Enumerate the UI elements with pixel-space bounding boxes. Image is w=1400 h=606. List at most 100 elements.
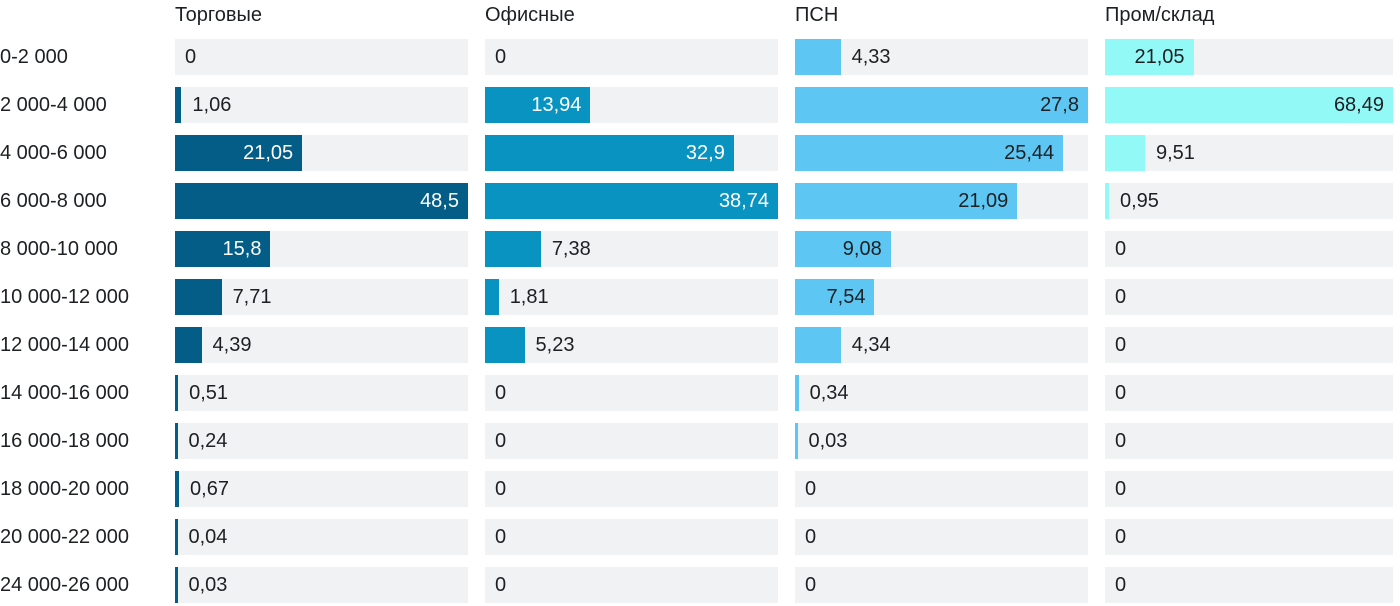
- bar-track: 0: [485, 423, 778, 459]
- bar-value: 7,38: [551, 238, 591, 260]
- bar-value: 48,5: [420, 190, 459, 212]
- bar: [485, 279, 499, 315]
- bar: [795, 231, 891, 267]
- bar-track: 0,03: [175, 567, 468, 603]
- row-label: 0-2 000: [0, 46, 68, 68]
- bar-track: 21,05: [175, 135, 468, 171]
- chart-cell: 32,9: [485, 135, 778, 183]
- bar: [175, 183, 468, 219]
- bar: [175, 567, 178, 603]
- chart-cell: 0,03: [175, 567, 468, 606]
- bar: [795, 375, 799, 411]
- chart-cell: 4,34: [795, 327, 1088, 375]
- bar: [795, 87, 1088, 123]
- bar-value: 0: [1115, 334, 1127, 356]
- bar-track: 0: [1105, 231, 1393, 267]
- bar-value: 0: [1115, 526, 1127, 548]
- bar-track: 0: [1105, 471, 1393, 507]
- row-label: 12 000-14 000: [0, 334, 130, 356]
- bar-track: 0,95: [1105, 183, 1393, 219]
- bar: [1105, 183, 1109, 219]
- bar: [175, 279, 222, 315]
- chart-cell: 0,04: [175, 519, 468, 567]
- bar-value: 4,34: [851, 334, 891, 356]
- bar-value: 21,09: [958, 190, 1009, 212]
- bar-value: 1,81: [509, 286, 549, 308]
- bar-track: 0: [485, 519, 778, 555]
- row-label: 8 000-10 000: [0, 238, 118, 260]
- chart-cell: 13,94: [485, 87, 778, 135]
- bar: [175, 135, 303, 171]
- bar-value: 5,23: [535, 334, 575, 356]
- bar-track: 0: [485, 375, 778, 411]
- bar-track: 0: [1105, 423, 1393, 459]
- bar-track: 0: [1105, 279, 1393, 315]
- bar-value: 0: [495, 382, 507, 404]
- chart-cell: 0: [485, 423, 778, 471]
- bar-value: 0,04: [188, 526, 228, 548]
- chart-cell: 21,09: [795, 183, 1088, 231]
- bar-value: 9,51: [1155, 142, 1195, 164]
- chart-cell: 15,8: [175, 231, 468, 279]
- bar-track: 0: [1105, 567, 1393, 603]
- chart-cell: 4,39: [175, 327, 468, 375]
- row-label: 2 000-4 000: [0, 94, 107, 116]
- chart-cell: 5,23: [485, 327, 778, 375]
- bar-value: 0: [1115, 430, 1127, 452]
- bar-track: 21,09: [795, 183, 1088, 219]
- chart-cell: 25,44: [795, 135, 1088, 183]
- bar-track: 0: [485, 39, 778, 75]
- bar-track: 0: [1105, 327, 1393, 363]
- chart-cell: 0: [485, 519, 778, 567]
- chart-cell: 4,33: [795, 39, 1088, 87]
- column-header-psn: ПСН: [795, 4, 839, 26]
- chart-cell: 0,51: [175, 375, 468, 423]
- bar-value: 0: [495, 430, 507, 452]
- bar-track: 0: [795, 471, 1088, 507]
- bar-value: 1,06: [192, 94, 232, 116]
- bar-value: 0,24: [188, 430, 228, 452]
- bar-value: 0,03: [808, 430, 848, 452]
- chart-cell: 0: [795, 567, 1088, 606]
- chart-cell: 0: [485, 567, 778, 606]
- row-label: 10 000-12 000: [0, 286, 130, 308]
- chart-cell: 0,67: [175, 471, 468, 519]
- bar-value: 4,39: [212, 334, 252, 356]
- bar-value: 0: [805, 478, 817, 500]
- bar-value: 0: [1115, 478, 1127, 500]
- bar-value: 68,49: [1333, 94, 1384, 116]
- bar-track: 0,34: [795, 375, 1088, 411]
- chart-cell: 7,71: [175, 279, 468, 327]
- bar: [175, 423, 178, 459]
- bar-track: 0: [485, 471, 778, 507]
- bar: [795, 39, 841, 75]
- chart-cell: 0: [795, 519, 1088, 567]
- chart-cell: 0: [485, 39, 778, 87]
- chart-cell: 0: [1105, 567, 1393, 606]
- chart-cell: 0: [1105, 471, 1393, 519]
- bar-track: 0: [485, 567, 778, 603]
- bar-value: 0: [1115, 286, 1127, 308]
- chart-cell: 0: [175, 39, 468, 87]
- chart-cell: 0: [1105, 519, 1393, 567]
- chart-cell: 0: [1105, 423, 1393, 471]
- chart-cell: 7,38: [485, 231, 778, 279]
- chart-cell: 0: [1105, 279, 1393, 327]
- row-label: 6 000-8 000: [0, 190, 107, 212]
- bar-value: 21,05: [1134, 46, 1185, 68]
- bar-track: 13,94: [485, 87, 778, 123]
- bar-track: 48,5: [175, 183, 468, 219]
- bar-track: 1,06: [175, 87, 468, 123]
- bar-value: 0: [1115, 382, 1127, 404]
- row-label: 20 000-22 000: [0, 526, 130, 548]
- bar-value: 0,51: [189, 382, 229, 404]
- chart-cell: 1,81: [485, 279, 778, 327]
- bar-value: 0: [805, 574, 817, 596]
- bar: [175, 231, 271, 267]
- bar-value: 32,9: [685, 142, 725, 164]
- chart-cell: 21,05: [175, 135, 468, 183]
- bar: [795, 135, 1064, 171]
- bar-track: 21,05: [1105, 39, 1393, 75]
- bar-track: 1,81: [485, 279, 778, 315]
